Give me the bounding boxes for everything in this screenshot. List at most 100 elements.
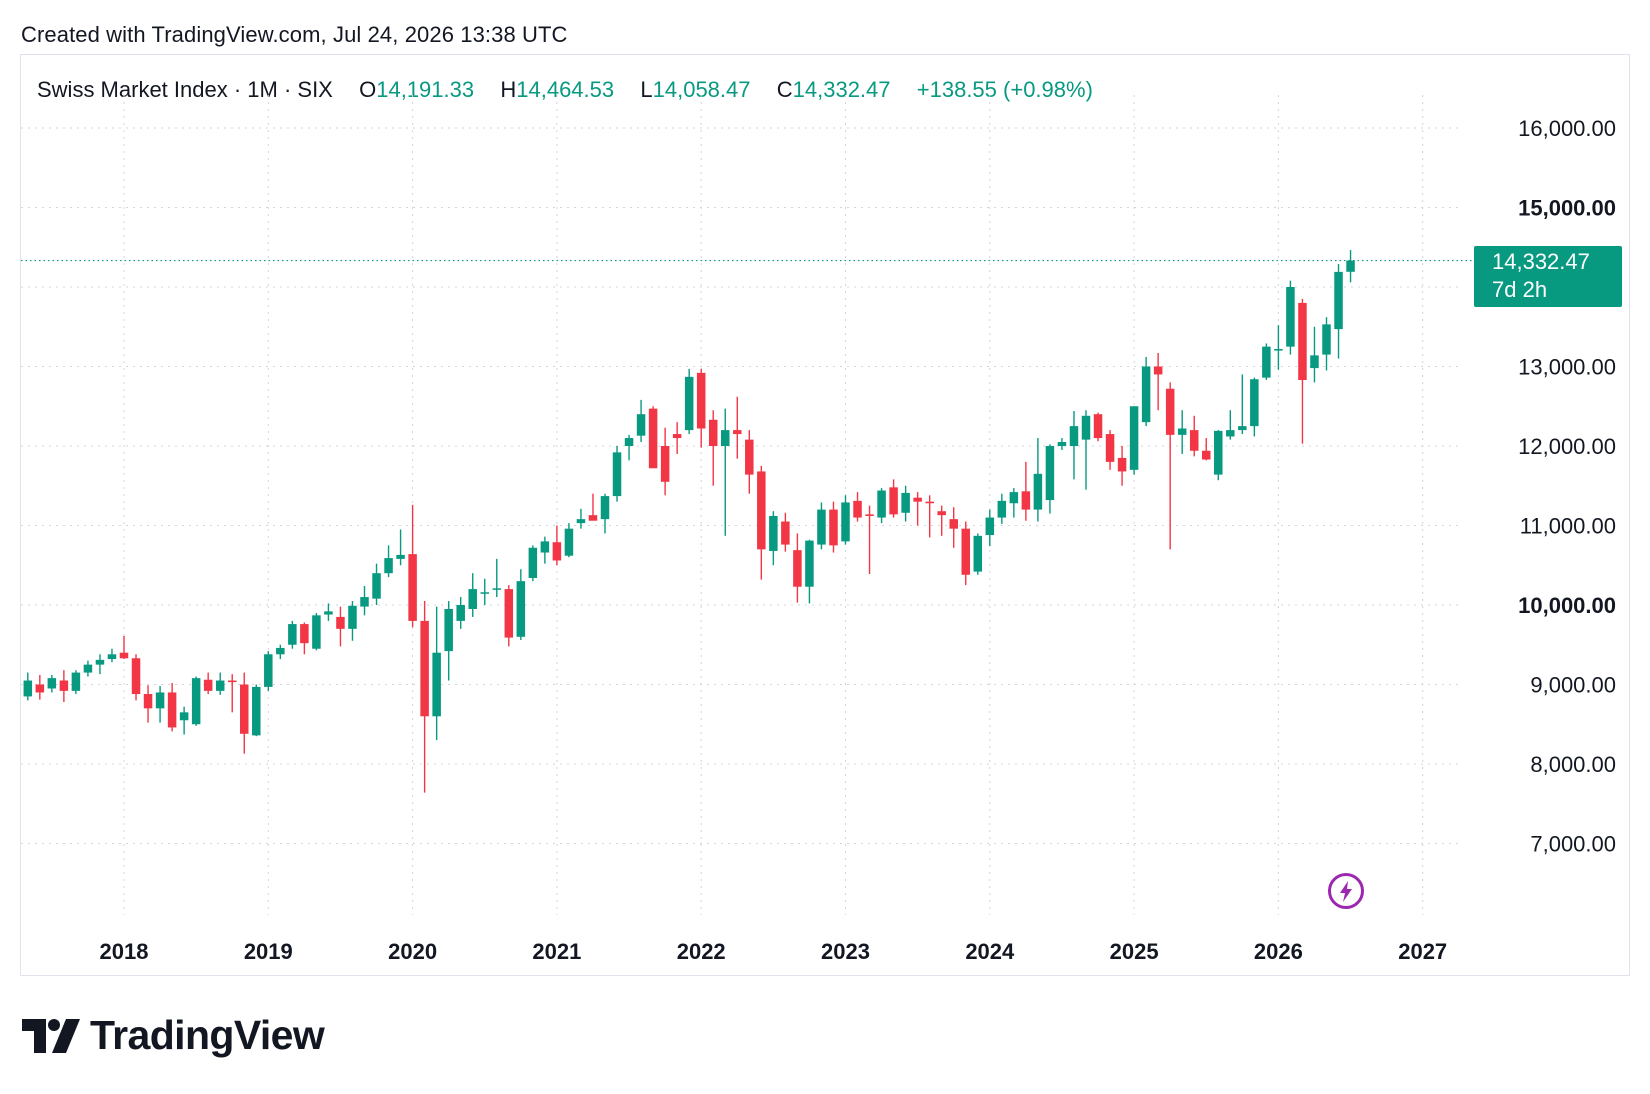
candle [540,536,550,564]
lightning-bolt-icon[interactable] [1328,873,1364,909]
candle [552,525,562,566]
candle [1177,410,1187,454]
candle-body [336,616,345,629]
candle-body [564,528,574,556]
candle [564,523,574,558]
last-price-tag: 14,332.47 7d 2h [1474,246,1622,307]
candle-body [360,597,369,607]
candle-body [913,497,922,502]
candle-body [829,509,838,546]
candle-body [1045,446,1055,501]
candle-body [973,535,983,572]
candle-body [1214,430,1223,475]
year-tick-label: 2027 [1398,939,1447,964]
candle [252,684,261,737]
candle-body [624,438,634,446]
candle-body [456,605,465,621]
candle [143,685,153,723]
symbol-name: Swiss Market Index · 1M · SIX [37,77,333,102]
candle [1214,430,1223,481]
candle [288,620,297,649]
candle [805,539,814,604]
price-tick-label: 10,000.00 [1518,593,1616,618]
candle [23,672,33,701]
candle [348,601,357,641]
candle [1226,410,1235,440]
candle [708,410,718,486]
tradingview-logo[interactable]: TradingView [22,1012,325,1059]
candle [745,430,754,494]
open-label: O [359,77,377,102]
candle [853,492,862,522]
candle-body [540,541,550,553]
candle-body [817,509,826,545]
year-tick-label: 2019 [244,939,293,964]
candle-body [1346,260,1355,272]
candle-body [179,712,189,721]
candle [1346,250,1355,283]
candle [480,578,489,605]
candle-body [1189,430,1199,451]
candle [300,622,309,655]
candle-body [276,647,285,655]
candle-body [444,608,453,652]
candle [1033,438,1043,522]
candle [733,396,742,459]
candles-group [23,250,1355,793]
candle [444,601,453,681]
candle [468,573,477,617]
candle [215,672,225,695]
candle-body [191,678,201,725]
candle-body [901,492,910,513]
candle [877,488,886,524]
candle-body [1334,271,1343,330]
candle-body [1274,349,1283,351]
candle [684,368,694,435]
candle-body [131,658,141,695]
candle-body [769,515,778,551]
candle-body [215,680,225,691]
candle-body [1250,379,1259,427]
candle [1117,446,1127,486]
candle [1093,412,1103,442]
candle-body [480,592,489,594]
candle [1057,438,1067,450]
candle [227,674,237,713]
symbol-legend: Swiss Market Index · 1M · SIX O14,191.33… [37,77,1093,103]
candle-body [155,692,165,709]
candle-body [1262,346,1271,378]
candle [59,670,69,702]
candle-body [1081,415,1091,440]
tradingview-logo-icon [22,1018,80,1053]
year-tick-label: 2026 [1254,939,1303,964]
candle [1262,343,1271,381]
candle [384,545,393,578]
candle-body [841,502,850,542]
candle-body [47,678,57,689]
close-value: 14,332.47 [792,77,891,102]
time-axis: 2018 2019 2020 2021 2022 2023 2024 2025 2026 2027 [100,939,1448,964]
candle [757,465,766,580]
candle-body [83,664,93,673]
candle [360,585,369,616]
candle-body [733,430,742,435]
candle [961,521,970,586]
candle [985,509,995,547]
candle [817,502,826,550]
price-tick-label: 9,000.00 [1530,673,1616,698]
candle-body [877,490,886,518]
candle [516,569,526,640]
change-value: +138.55 (+0.98%) [916,77,1093,102]
candle-body [348,605,357,629]
candle [456,597,465,629]
candle-body [420,620,429,717]
candle [672,422,682,454]
brand-name: TradingView [90,1012,325,1058]
candle [504,585,514,647]
price-tick-label: 8,000.00 [1530,752,1616,777]
candle-body [312,615,321,649]
candle [1274,325,1283,370]
candle-body [1310,355,1319,369]
candle [1069,411,1079,480]
